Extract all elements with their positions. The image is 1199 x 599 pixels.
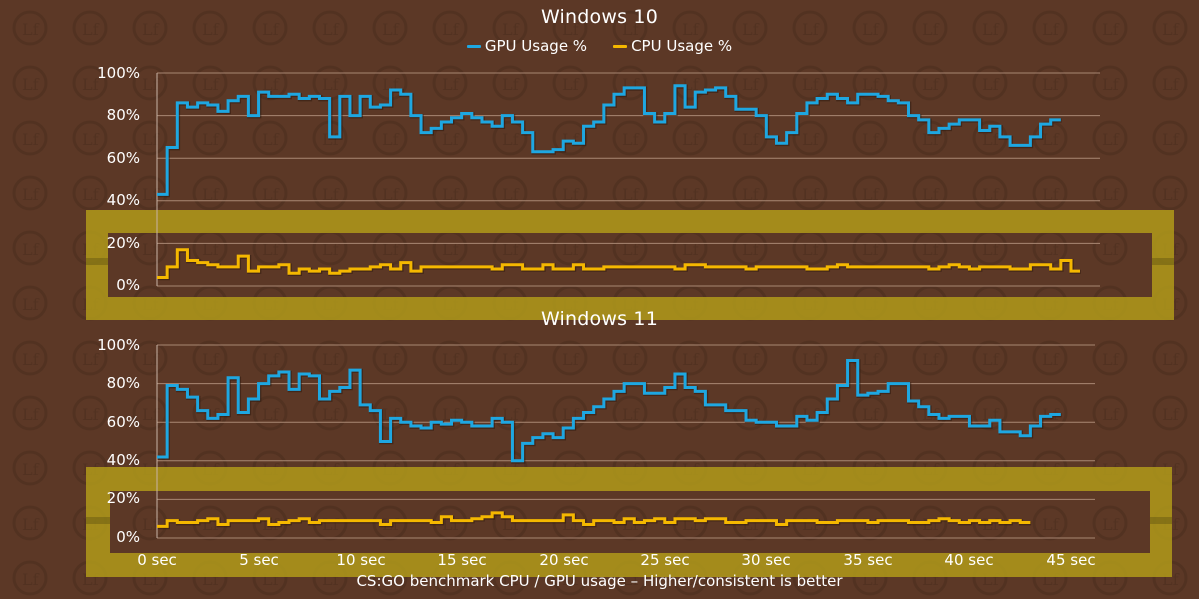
x-tick-10: 10 sec [336,551,386,569]
y-tick-bottom-60: 60% [106,413,140,431]
y-tick-top-60: 60% [106,149,140,167]
legend: GPU Usage % CPU Usage % [0,37,1199,55]
x-tick-15: 15 sec [437,551,487,569]
y-tick-top-20: 20% [106,234,140,252]
legend-label-cpu: CPU Usage % [631,37,733,55]
x-tick-0: 0 sec [137,551,177,569]
x-tick-25: 25 sec [640,551,690,569]
gpu-usage-line-windows-10 [157,84,1061,196]
y-tick-bottom-40: 40% [106,451,140,469]
cpu-usage-line-windows-11 [157,511,1031,528]
y-tick-bottom-100: 100% [97,336,140,354]
chart-caption: CS:GO benchmark CPU / GPU usage – Higher… [356,572,843,590]
y-tick-bottom-0: 0% [116,528,140,546]
chart-title-windows-11: Windows 11 [540,308,659,330]
series-shadow [157,84,1062,198]
x-tick-30: 30 sec [741,551,791,569]
x-tick-5: 5 sec [239,551,279,569]
series-shadow [157,359,1062,464]
y-tick-top-80: 80% [106,106,140,124]
legend-label-gpu: GPU Usage % [484,37,588,55]
x-tick-20: 20 sec [539,551,589,569]
gpu-usage-line-windows-11 [157,358,1061,463]
cpu-swatch-icon [613,44,628,48]
legend-item-gpu[interactable]: GPU Usage % [466,37,588,55]
y-tick-top-40: 40% [106,191,140,209]
x-tick-40: 40 sec [944,551,994,569]
cpu-usage-line-windows-10 [157,248,1080,279]
y-tick-top-0: 0% [116,276,140,294]
gpu-swatch-icon [466,44,481,48]
x-tick-45: 45 sec [1046,551,1096,569]
y-tick-bottom-80: 80% [106,374,140,392]
y-tick-top-100: 100% [97,64,140,82]
legend-item-cpu[interactable]: CPU Usage % [613,37,732,55]
x-tick-35: 35 sec [843,551,893,569]
chart-title-windows-10: Windows 10 [540,6,659,28]
y-tick-bottom-20: 20% [106,489,140,507]
